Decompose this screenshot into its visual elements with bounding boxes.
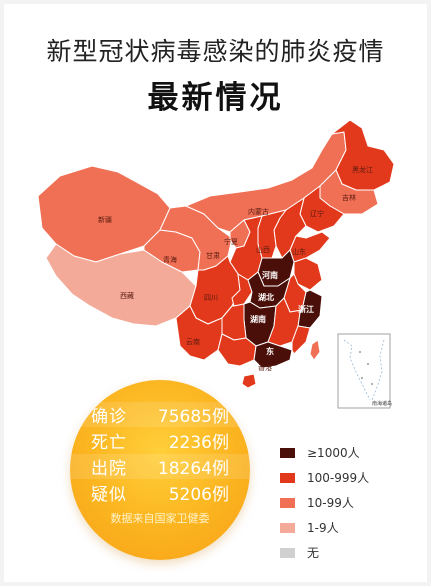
province-hainan [241, 373, 257, 389]
label-xianggang: 香港 [258, 363, 272, 372]
legend-item: 10-99人 [280, 490, 369, 515]
province-taiwan [309, 339, 321, 361]
province-heilongjiang [331, 119, 395, 191]
label-henan: 河南 [262, 270, 278, 280]
map-legend: ≥1000人 100-999人 10-99人 1-9人 无 [280, 440, 369, 565]
label-gansu: 甘肃 [206, 251, 220, 260]
label-hubei: 湖北 [258, 292, 274, 302]
label-hunan: 湖南 [250, 314, 266, 324]
legend-swatch [280, 547, 295, 558]
stat-deaths-value: 2236例 [168, 433, 229, 453]
legend-item: 1-9人 [280, 515, 369, 540]
stat-suspected-label: 疑似 [91, 485, 127, 505]
label-nanhai: 南海诸岛 [372, 400, 392, 407]
stat-recovered: 出院 18264例 [70, 454, 250, 479]
legend-swatch [280, 497, 295, 508]
label-shandong: 山东 [292, 247, 306, 256]
label-guangdong: 东 [266, 346, 274, 356]
province-guangdong [253, 341, 293, 369]
title-line-2: 最新情况 [147, 80, 284, 116]
legend-item: ≥1000人 [280, 440, 369, 465]
stat-suspected: 疑似 5206例 [70, 480, 250, 505]
stat-deaths-label: 死亡 [91, 433, 127, 453]
legend-label: 100-999人 [307, 471, 370, 485]
label-xizang: 西藏 [120, 291, 134, 300]
stat-suspected-value: 5206例 [168, 485, 229, 505]
stat-deaths: 死亡 2236例 [70, 428, 250, 453]
legend-swatch [280, 447, 295, 458]
stats-source-note: 数据来自国家卫健委 [110, 512, 210, 525]
label-qinghai: 青海 [163, 255, 177, 264]
label-shanxi: 山西 [256, 245, 270, 254]
label-xinjiang: 新疆 [98, 215, 112, 224]
label-neimenggu: 内蒙古 [248, 207, 269, 216]
title-line-1: 新型冠状病毒感染的肺炎疫情 [46, 37, 385, 66]
legend-item: 100-999人 [280, 465, 369, 490]
legend-swatch [280, 472, 295, 483]
legend-swatch [280, 522, 295, 533]
label-zhejiang: 浙江 [298, 304, 314, 314]
legend-label: 1-9人 [307, 521, 339, 535]
south-china-sea-inset: 南海诸岛 [337, 333, 392, 409]
legend-item: 无 [280, 540, 369, 565]
province-shandong [289, 231, 331, 263]
province-fujian [291, 325, 311, 355]
label-ningxia: 宁夏 [224, 237, 238, 246]
legend-label: 10-99人 [307, 496, 354, 510]
stat-recovered-label: 出院 [91, 459, 127, 479]
stat-confirmed-label: 确诊 [91, 407, 127, 427]
label-jilin: 吉林 [342, 193, 356, 202]
label-sichuan: 四川 [204, 294, 218, 302]
legend-label: ≥1000人 [307, 446, 360, 460]
label-yunnan: 云南 [186, 337, 200, 346]
stat-confirmed-value: 75685例 [157, 407, 229, 427]
stats-circle: 确诊 75685例 死亡 2236例 出院 18264例 疑似 5206例 数据… [70, 380, 250, 560]
legend-label: 无 [307, 546, 320, 560]
stat-recovered-value: 18264例 [157, 459, 229, 479]
label-heilongjiang: 黑龙江 [352, 165, 373, 174]
label-liaoning: 辽宁 [310, 209, 324, 218]
stat-confirmed: 确诊 75685例 [70, 402, 250, 427]
